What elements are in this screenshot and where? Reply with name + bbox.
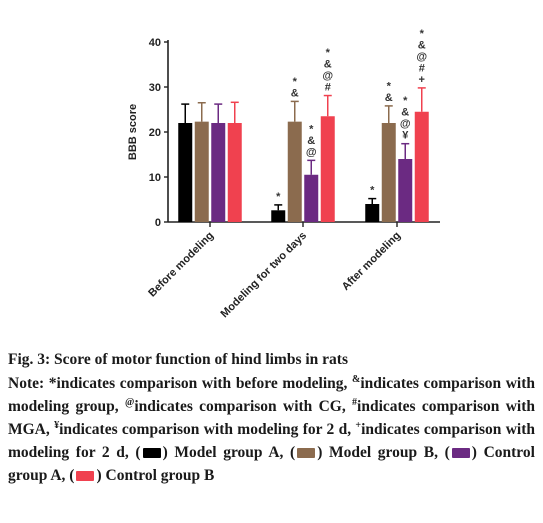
bar bbox=[381, 123, 396, 222]
significance-marker: * bbox=[309, 123, 314, 135]
bar bbox=[227, 123, 242, 222]
x-tick-label: After modeling bbox=[340, 230, 403, 293]
significance-marker: * bbox=[326, 47, 331, 59]
bar bbox=[414, 111, 429, 222]
significance-marker: # bbox=[419, 62, 425, 74]
legend-control-a-label: ) Control group A, ( bbox=[8, 444, 535, 484]
note-plus-text: indicates comparison with modeling for 2… bbox=[8, 421, 535, 461]
bar bbox=[365, 204, 380, 222]
note-hash-text: indicates comparison with MGA, bbox=[8, 398, 535, 438]
significance-marker: * bbox=[276, 191, 281, 203]
bar bbox=[304, 174, 319, 222]
bar bbox=[178, 123, 193, 222]
figure-title: Fig. 3: Score of motor function of hind … bbox=[8, 351, 349, 368]
significance-marker: @ bbox=[306, 146, 317, 158]
x-tick-label: Before modeling bbox=[146, 230, 216, 300]
y-tick-label: 10 bbox=[149, 172, 161, 184]
note-sup-hash: # bbox=[352, 396, 358, 408]
note-sup-plus: + bbox=[355, 419, 362, 431]
note-sup-yen: ¥ bbox=[54, 419, 60, 431]
significance-marker: & bbox=[307, 135, 315, 147]
significance-marker: * bbox=[420, 28, 425, 40]
bar bbox=[211, 123, 226, 222]
significance-marker: & bbox=[385, 92, 393, 104]
legend-control-b-label: ) Control group B bbox=[96, 467, 215, 484]
chart-svg: 0 10 20 30 40 BBB score Before modeling Modelin… bbox=[127, 28, 440, 321]
bar bbox=[271, 210, 286, 222]
significance-marker: # bbox=[325, 82, 331, 94]
bar bbox=[287, 121, 302, 222]
significance-marker: & bbox=[418, 39, 426, 51]
note-at-text: indicates comparison with CG, bbox=[134, 398, 353, 415]
significance-marker: @ bbox=[322, 70, 333, 82]
note-sup-amp: & bbox=[352, 373, 361, 385]
significance-marker: * bbox=[370, 185, 375, 197]
significance-marker: & bbox=[324, 59, 332, 71]
legend-swatch-control-a bbox=[451, 448, 470, 459]
y-tick-label: 30 bbox=[149, 82, 161, 94]
legend-swatch-model-b bbox=[297, 448, 316, 459]
y-tick-label: 0 bbox=[155, 217, 161, 229]
note-amp-text: indicates comparison with modeling group… bbox=[8, 375, 535, 415]
significance-marker: & bbox=[291, 87, 299, 99]
legend-swatch-model-a bbox=[142, 448, 161, 459]
bar-chart: 0 10 20 30 40 BBB score Before modeling Modelin… bbox=[127, 28, 440, 321]
legend-model-b-label: ) Model group B, ( bbox=[317, 444, 450, 461]
bar bbox=[320, 116, 335, 222]
significance-marker: ¥ bbox=[402, 130, 409, 142]
bar bbox=[398, 159, 413, 222]
x-tick-label: Modeling for two days bbox=[219, 230, 310, 321]
figure-note: Note: *indicates comparison with before … bbox=[8, 372, 535, 487]
note-yen-text: indicates comparison with modeling for 2… bbox=[59, 421, 356, 438]
y-tick-label: 20 bbox=[149, 127, 161, 139]
significance-marker: @ bbox=[400, 118, 411, 130]
significance-marker: * bbox=[387, 80, 392, 92]
legend-swatch-control-b bbox=[76, 471, 95, 482]
bar bbox=[194, 121, 209, 222]
significance-marker: + bbox=[419, 74, 425, 86]
significance-marker: @ bbox=[416, 51, 427, 63]
significance-marker: * bbox=[403, 95, 408, 107]
legend-model-a-label: ) Model group A, ( bbox=[162, 444, 296, 461]
significance-marker: * bbox=[293, 76, 298, 88]
significance-marker: & bbox=[401, 107, 409, 119]
note-prefix: Note: *indicates comparison with before … bbox=[8, 375, 353, 392]
y-axis-label: BBB score bbox=[127, 104, 139, 160]
y-tick-label: 40 bbox=[149, 37, 161, 49]
figure-caption: Fig. 3: Score of motor function of hind … bbox=[8, 348, 535, 487]
note-sup-at: @ bbox=[125, 396, 135, 408]
